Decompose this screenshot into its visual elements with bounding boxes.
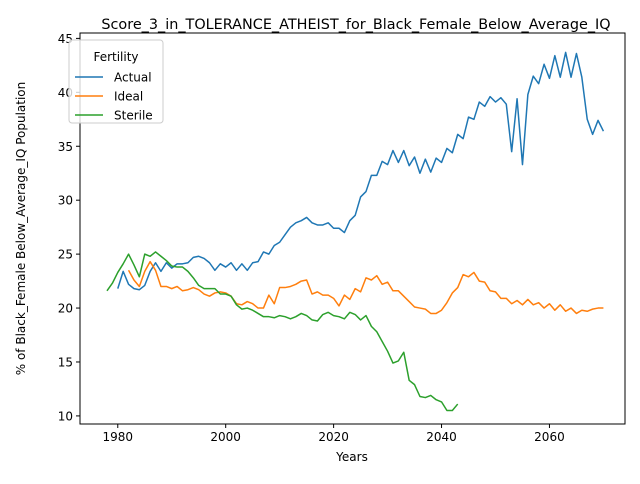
x-tick-label: 1980 (102, 430, 133, 444)
legend: Fertility Actual Ideal Sterile (68, 39, 164, 124)
series-line-ideal (127, 260, 604, 315)
x-tick-label: 2020 (318, 430, 349, 444)
legend-label-sterile: Sterile (114, 109, 153, 123)
y-tick-label: 35 (58, 140, 73, 154)
x-tick-label: 2040 (426, 430, 457, 444)
series-line-sterile (106, 251, 459, 412)
y-tick-label: 20 (58, 302, 73, 316)
y-axis-label: % of Black_Female Below_Average_IQ Popul… (14, 82, 28, 376)
legend-label-actual: Actual (114, 71, 152, 85)
x-axis-label: Years (335, 450, 368, 464)
x-axis: 1980 2000 2020 2040 2060 (102, 424, 565, 444)
x-tick-label: 2060 (534, 430, 565, 444)
series-line-actual (117, 51, 605, 291)
y-tick-label: 15 (58, 355, 73, 369)
y-tick-label: 30 (58, 194, 73, 208)
legend-entries: Actual Ideal Sterile (75, 71, 153, 123)
legend-title: Fertility (93, 50, 138, 64)
legend-label-ideal: Ideal (114, 90, 143, 104)
plot-frame (79, 32, 626, 425)
x-tick-label: 2000 (210, 430, 241, 444)
chart-title: Score_3_in_TOLERANCE_ATHEIST_for_Black_F… (101, 17, 610, 33)
legend-box (68, 39, 164, 124)
plot-area (106, 51, 605, 412)
y-tick-label: 10 (58, 409, 73, 423)
y-tick-label: 25 (58, 248, 73, 262)
